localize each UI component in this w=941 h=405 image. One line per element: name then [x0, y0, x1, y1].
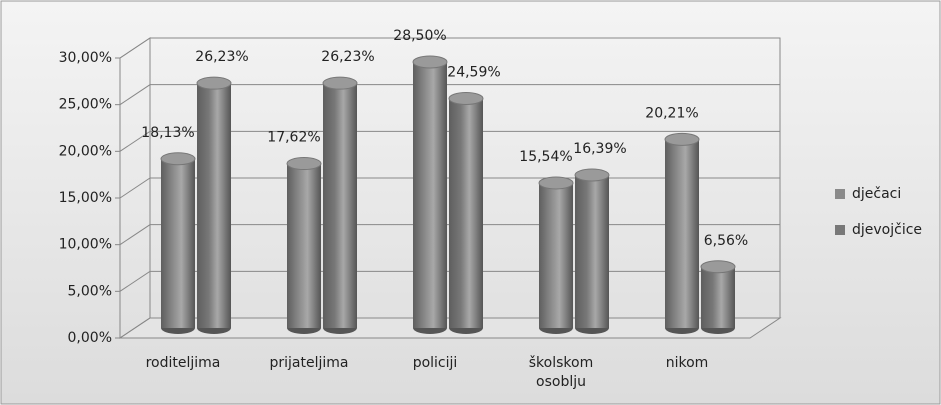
bar [287, 163, 321, 328]
y-tick-label: 0,00% [68, 330, 112, 346]
legend-marker [835, 189, 845, 199]
legend-marker [835, 225, 845, 235]
bar [449, 98, 483, 328]
bar-top [664, 132, 700, 146]
bar-top [574, 168, 610, 182]
y-tick-label: 30,00% [59, 50, 112, 66]
bar [413, 62, 447, 328]
legend-label: dječaci [852, 186, 901, 202]
bar [323, 83, 357, 328]
grid-line [119, 130, 780, 152]
bar-top [160, 152, 196, 166]
bar-top [286, 157, 322, 171]
grid-line [119, 37, 780, 59]
y-tick-label: 15,00% [59, 190, 112, 206]
bar [539, 182, 573, 328]
data-label: 16,39% [573, 141, 626, 157]
bar-top [322, 76, 358, 90]
bar-top [700, 260, 736, 274]
data-label: 24,59% [447, 64, 500, 80]
data-label: 6,56% [704, 233, 748, 249]
data-label: 18,13% [141, 125, 194, 141]
x-tick-label: školskom osoblju [528, 355, 594, 390]
bar-top [196, 76, 232, 90]
grid-line [119, 84, 780, 106]
data-label: 28,50% [393, 28, 446, 44]
y-tick-label: 20,00% [59, 143, 112, 159]
bar-top [448, 91, 484, 105]
bar [701, 266, 735, 328]
legend-label: djevojčice [852, 222, 922, 238]
data-label: 20,21% [645, 105, 698, 121]
x-tick-label: policiji [412, 355, 458, 371]
x-tick-label: nikom [665, 355, 709, 371]
bar [197, 83, 231, 328]
y-tick-label: 25,00% [59, 97, 112, 113]
bar-top [412, 55, 448, 69]
data-label: 26,23% [195, 49, 248, 65]
bar [161, 158, 195, 328]
x-tick-label: roditeljima [145, 355, 221, 371]
grid-line [119, 177, 780, 199]
x-tick-label: prijateljima [269, 355, 349, 371]
y-tick-label: 10,00% [59, 237, 112, 253]
y-tick-label: 5,00% [68, 283, 112, 299]
bar-top [538, 176, 574, 190]
bar [665, 139, 699, 328]
data-label: 15,54% [519, 149, 572, 165]
bar [575, 175, 609, 328]
data-label: 17,62% [267, 130, 320, 146]
data-label: 26,23% [321, 49, 374, 65]
